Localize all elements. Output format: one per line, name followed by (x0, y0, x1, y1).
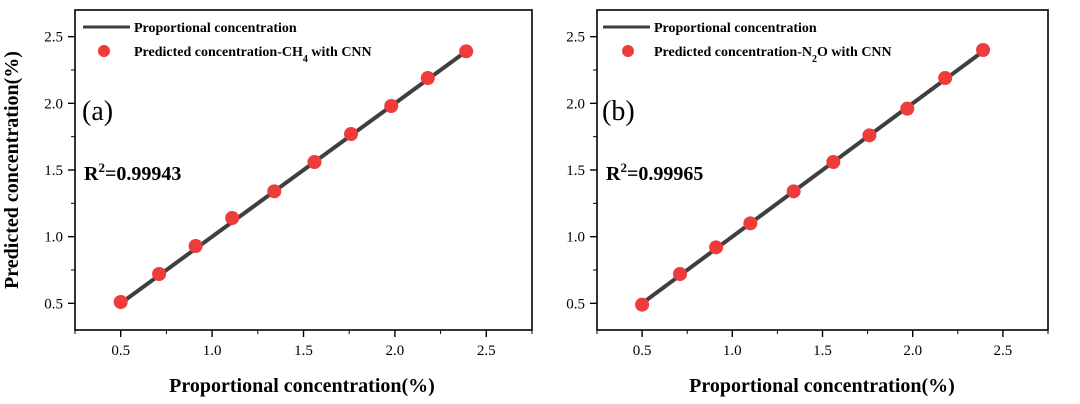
plot-area-a: 0.5 1.0 1.5 2.0 2.5 0.5 1.0 1.5 2.0 2.5 (44, 9, 533, 359)
legend-a: Proportional concentration Predicted con… (83, 21, 372, 65)
y-tick-label: 2.5 (566, 30, 585, 46)
data-point (384, 99, 399, 113)
y-tick-label: 1.0 (566, 230, 585, 246)
y-tick-label: 0.5 (44, 296, 63, 312)
legend-b: Proportional concentration Predicted con… (603, 21, 892, 65)
r-squared-b: R2=0.99965 (606, 160, 703, 185)
y-tick-label: 2.0 (566, 96, 585, 112)
data-point (459, 44, 474, 59)
panel-label-b: (b) (602, 96, 635, 127)
data-point (672, 267, 687, 281)
data-point (635, 297, 650, 312)
y-tick-label: 2.5 (44, 30, 63, 46)
x-tick-label: 2.5 (477, 343, 496, 359)
legend-marker-label: Predicted concentration-CH4 with CNN (134, 45, 372, 65)
x-tick-label: 0.5 (111, 343, 130, 359)
data-point (900, 101, 915, 116)
chart-b: 0.5 1.0 1.5 2.0 2.5 0.5 1.0 1.5 2.0 2.5 Proportio… (566, 9, 1049, 397)
y-tick-label: 1.0 (44, 230, 63, 246)
data-point (743, 216, 758, 231)
data-point (152, 267, 167, 281)
legend-marker-swatch (98, 45, 110, 57)
x-axis-label-b: Proportional concentration(%) (689, 375, 955, 397)
x-axis-label-a: Proportional concentration(%) (169, 375, 435, 397)
data-point (307, 155, 322, 169)
data-point (709, 240, 724, 255)
x-tick-label: 1.5 (294, 343, 313, 359)
data-point (267, 184, 282, 199)
x-tick-label: 2.0 (903, 343, 922, 359)
data-point (344, 127, 359, 141)
panel-label-a: (a) (82, 96, 113, 127)
data-point (113, 295, 128, 309)
x-tick-label: 2.0 (386, 343, 405, 359)
y-axis-label: Predicted concentration(%) (1, 51, 23, 289)
legend-marker-label: Predicted concentration-N2O with CNN (654, 45, 892, 65)
data-point (862, 128, 877, 143)
y-tick-label: 0.5 (566, 296, 585, 312)
legend-line-label: Proportional concentration (654, 21, 817, 36)
x-tick-label: 1.0 (723, 343, 742, 359)
r-squared-a: R2=0.99943 (84, 160, 181, 185)
data-point (826, 155, 841, 169)
data-point (420, 71, 435, 85)
fit-line (118, 48, 471, 306)
chart-a: 0.5 1.0 1.5 2.0 2.5 0.5 1.0 1.5 2.0 2.5 Proportio… (44, 9, 533, 397)
fit-line (640, 48, 987, 306)
data-point (188, 239, 203, 253)
x-tick-label: 1.0 (203, 343, 222, 359)
y-tick-label: 1.5 (566, 163, 585, 179)
x-tick-label: 2.5 (994, 343, 1013, 359)
x-tick-label: 0.5 (633, 343, 652, 359)
y-tick-label: 2.0 (44, 96, 63, 112)
plot-area-b: 0.5 1.0 1.5 2.0 2.5 0.5 1.0 1.5 2.0 2.5 (566, 9, 1049, 359)
data-point (976, 43, 991, 57)
x-tick-label: 1.5 (813, 343, 832, 359)
legend-marker-swatch (622, 45, 634, 57)
legend-line-label: Proportional concentration (134, 21, 297, 36)
y-tick-label: 1.5 (44, 163, 63, 179)
data-point (225, 211, 240, 225)
data-point (786, 184, 801, 199)
data-point (938, 71, 953, 85)
